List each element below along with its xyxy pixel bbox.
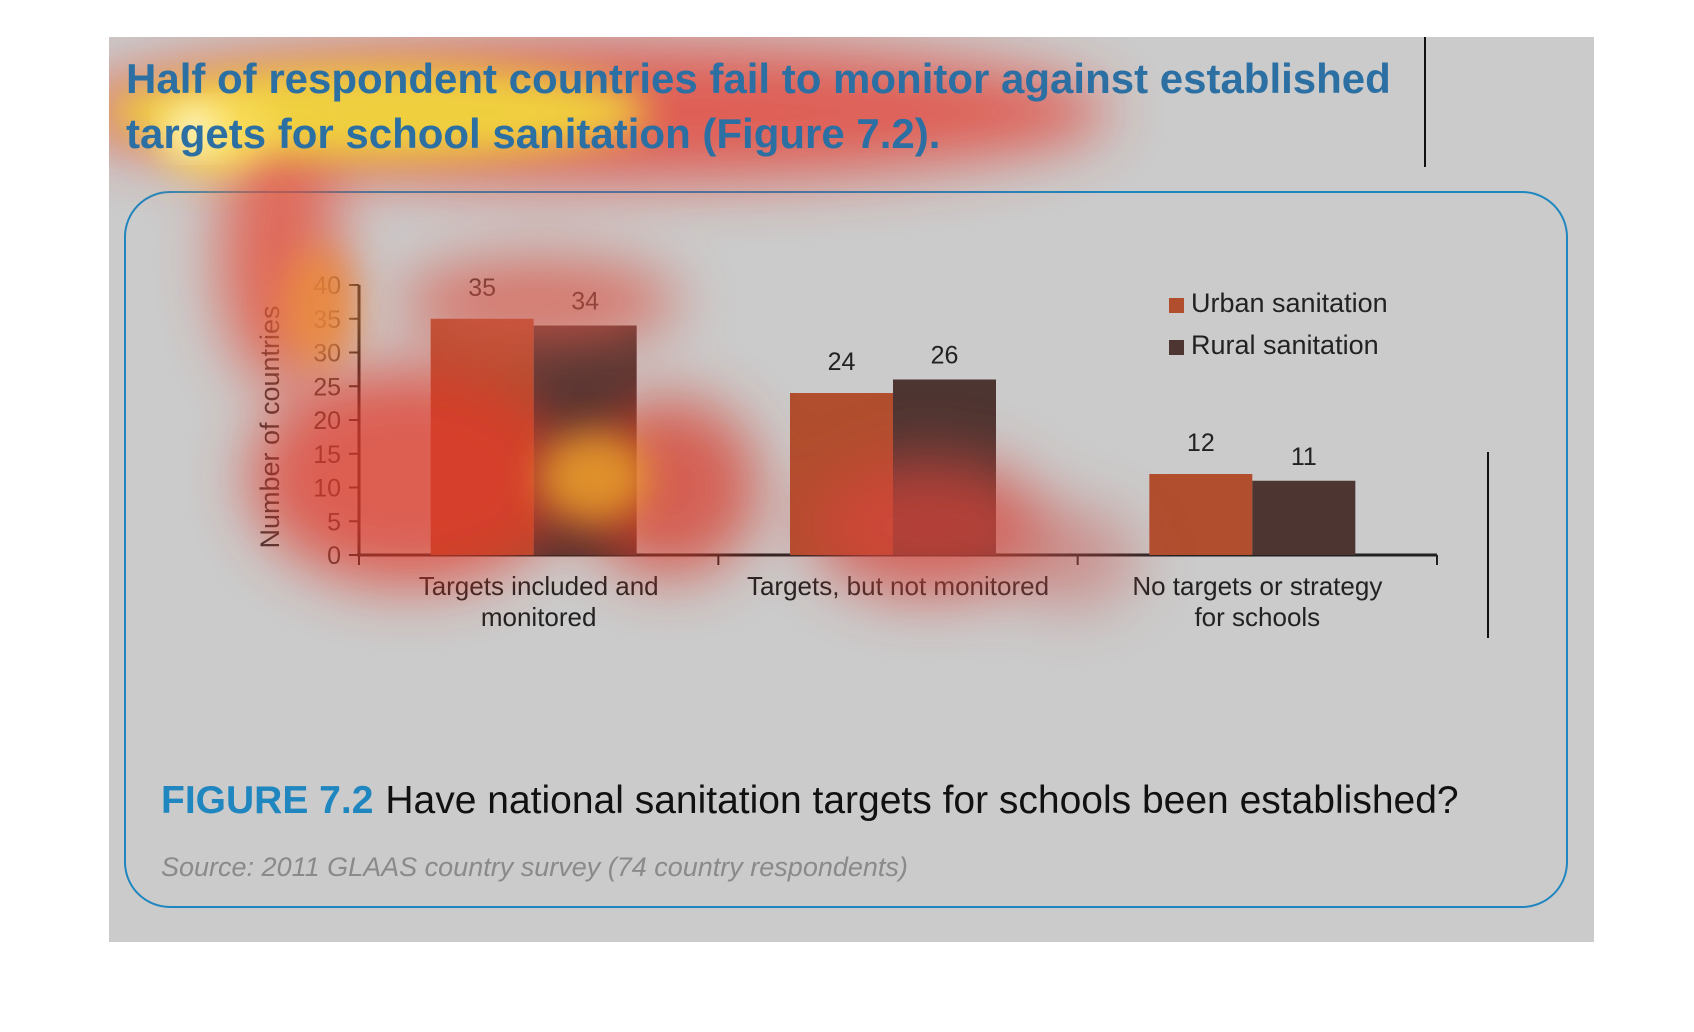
content-panel: Half of respondent countries fail to mon… xyxy=(109,37,1594,942)
data-label: 35 xyxy=(468,274,496,302)
legend-label: Rural sanitation xyxy=(1191,330,1379,360)
bar-urban xyxy=(790,393,893,555)
text-cursor-line xyxy=(1424,37,1426,167)
bar-urban xyxy=(430,318,534,555)
category-label: monitored xyxy=(481,602,597,632)
y-tick-label: 25 xyxy=(313,373,341,401)
y-tick-label: 10 xyxy=(313,475,341,503)
figure-caption: FIGURE 7.2 Have national sanitation targe… xyxy=(161,779,1459,823)
data-label: 34 xyxy=(571,288,599,316)
data-label: 24 xyxy=(828,348,856,376)
side-marker-line xyxy=(1487,452,1489,638)
y-tick-label: 5 xyxy=(327,508,341,536)
legend-swatch xyxy=(1169,298,1184,313)
y-tick-label: 20 xyxy=(313,407,341,435)
data-label: 26 xyxy=(931,342,959,370)
data-label: 12 xyxy=(1187,429,1215,457)
category-label: for schools xyxy=(1194,602,1320,632)
category-label: Targets included and xyxy=(419,571,659,601)
figure-title: Have national sanitation targets for sch… xyxy=(385,779,1459,822)
bar-rural xyxy=(533,325,637,555)
legend-swatch xyxy=(1169,340,1184,355)
figure-label: FIGURE 7.2 xyxy=(161,779,374,822)
y-tick-label: 0 xyxy=(327,542,341,570)
y-tick-label: 35 xyxy=(313,306,341,334)
headline: Half of respondent countries fail to mon… xyxy=(126,55,1391,157)
y-axis-title: Number of countries xyxy=(255,305,285,548)
y-tick-label: 30 xyxy=(313,340,341,368)
figure-source: Source: 2011 GLAAS country survey (74 co… xyxy=(161,852,908,882)
bar-rural xyxy=(1252,480,1356,555)
category-label: Targets, but not monitored xyxy=(747,571,1049,601)
bar-urban xyxy=(1149,474,1253,555)
y-tick-label: 15 xyxy=(313,441,341,469)
figure-frame xyxy=(124,191,1568,908)
bar-rural xyxy=(893,379,996,555)
data-label: 11 xyxy=(1291,443,1317,471)
category-label: No targets or strategy xyxy=(1132,571,1382,601)
legend-label: Urban sanitation xyxy=(1191,288,1388,318)
y-tick-label: 40 xyxy=(313,272,341,300)
